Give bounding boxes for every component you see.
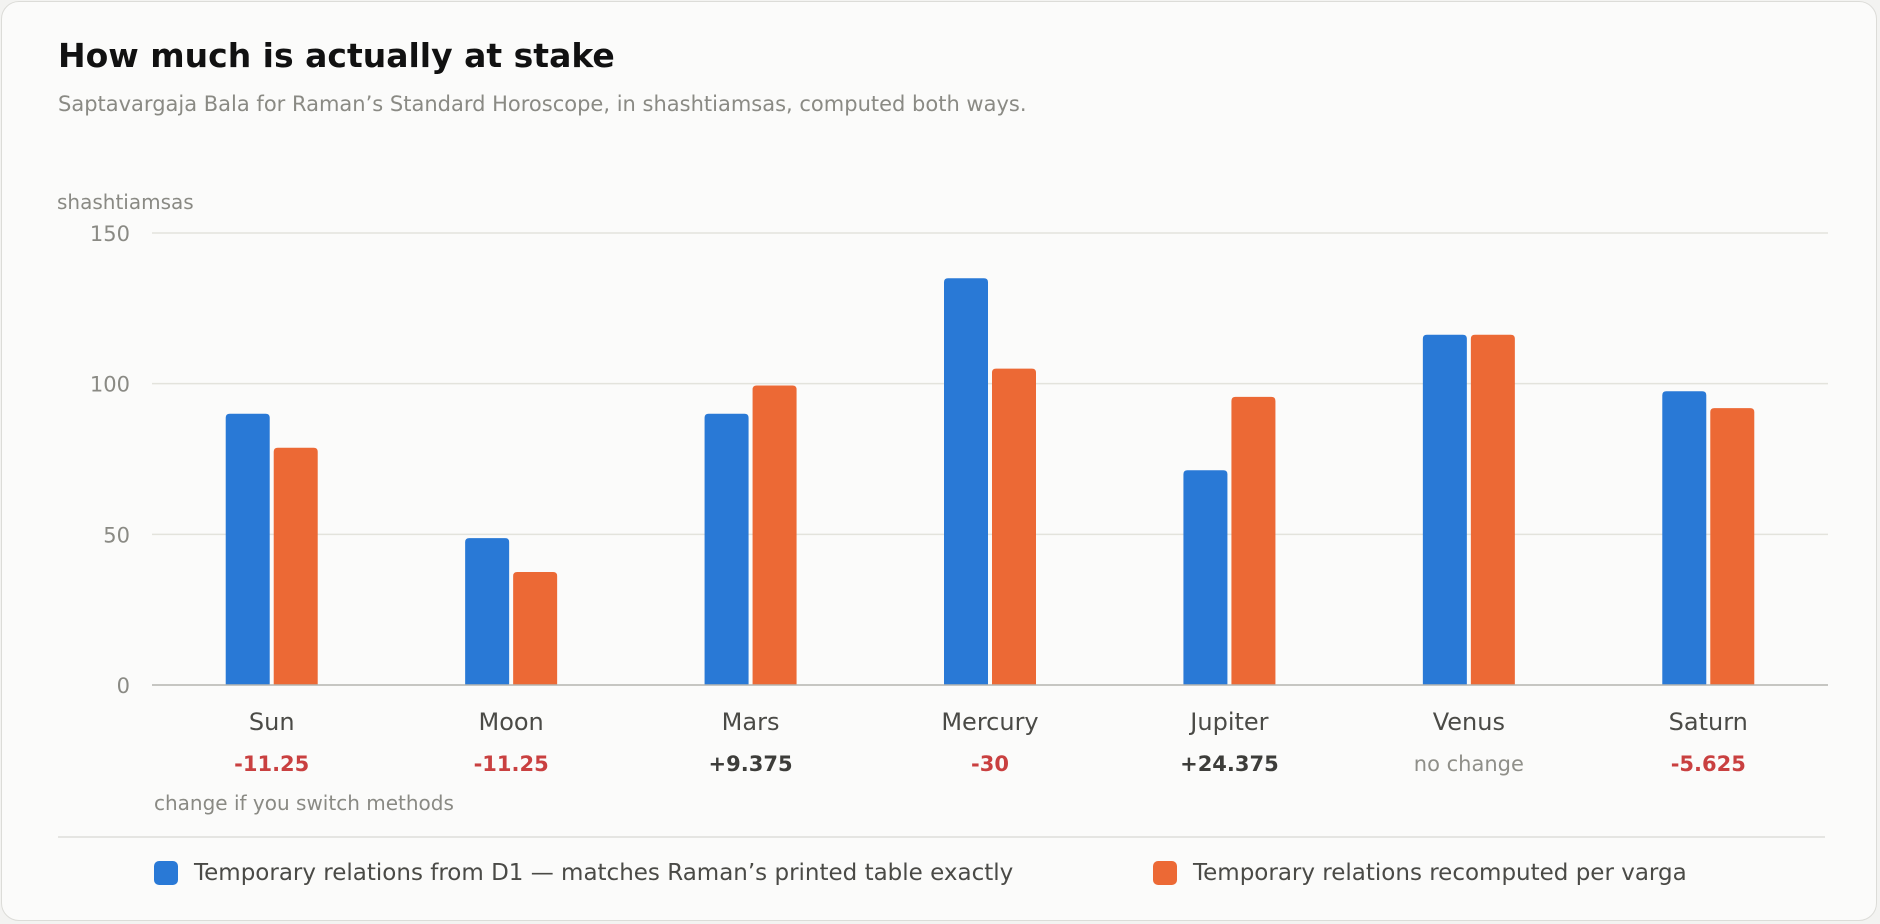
chart-subtitle: Saptavargaja Bala for Raman’s Standard H… — [58, 92, 1027, 116]
x-tick-label: Mercury — [941, 708, 1038, 736]
bar-mercury-series-2 — [992, 368, 1036, 685]
y-tick-label: 0 — [117, 674, 130, 698]
x-tick-label: Saturn — [1669, 708, 1748, 736]
bar-moon-series-1 — [465, 538, 510, 685]
legend-item-varga: Temporary relations recomputed per varga — [1153, 860, 1687, 886]
legend-swatch-varga — [1153, 861, 1177, 885]
change-label: no change — [1414, 752, 1524, 776]
y-tick-label: 100 — [90, 373, 130, 397]
x-tick-label: Sun — [249, 708, 295, 736]
bar-moon-series-2 — [513, 572, 558, 685]
change-label: +24.375 — [1180, 752, 1279, 776]
y-tick-label: 150 — [90, 222, 130, 246]
change-label: +9.375 — [709, 752, 793, 776]
chart-title: How much is actually at stake — [58, 36, 615, 75]
bar-saturn-series-1 — [1662, 391, 1707, 685]
bar-mars-series-2 — [752, 385, 797, 685]
bar-jupiter-series-1 — [1183, 470, 1228, 685]
bar-venus-series-2 — [1470, 334, 1515, 685]
bar-sun-series-1 — [225, 413, 270, 685]
y-axis-label: shashtiamsas — [57, 190, 194, 214]
bar-mercury-series-1 — [944, 278, 988, 685]
bar-jupiter-series-2 — [1231, 396, 1276, 685]
x-tick-label: Jupiter — [1188, 708, 1268, 736]
x-tick-label: Mars — [722, 708, 780, 736]
change-caption: change if you switch methods — [154, 791, 454, 815]
legend-label-varga: Temporary relations recomputed per varga — [1193, 860, 1687, 886]
legend-label-d1: Temporary relations from D1 — matches Ra… — [194, 860, 1014, 886]
chart-legend: Temporary relations from D1 — matches Ra… — [2, 860, 1876, 900]
change-label: -11.25 — [234, 752, 309, 776]
legend-swatch-d1 — [154, 861, 178, 885]
bar-mars-series-1 — [704, 413, 749, 685]
x-tick-label: Moon — [478, 708, 543, 736]
y-tick-label: 50 — [103, 523, 130, 547]
legend-item-d1: Temporary relations from D1 — matches Ra… — [154, 860, 1013, 886]
bar-saturn-series-2 — [1710, 408, 1755, 685]
x-tick-label: Venus — [1433, 708, 1505, 736]
bar-venus-series-1 — [1422, 334, 1467, 685]
bar-sun-series-2 — [273, 447, 318, 685]
change-label: -30 — [971, 752, 1009, 776]
change-label: -5.625 — [1671, 752, 1746, 776]
change-label: -11.25 — [474, 752, 549, 776]
